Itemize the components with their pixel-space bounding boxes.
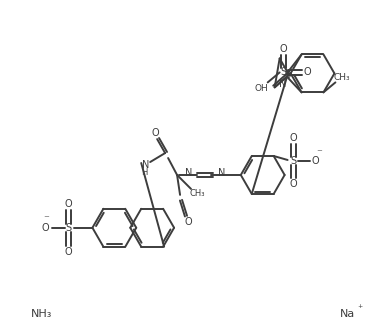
Text: O: O bbox=[290, 179, 298, 189]
Text: ⁻: ⁻ bbox=[44, 214, 49, 224]
Text: O: O bbox=[65, 199, 72, 209]
Text: ⁻: ⁻ bbox=[317, 148, 322, 158]
Text: O: O bbox=[304, 67, 311, 77]
Text: ⁺: ⁺ bbox=[357, 305, 363, 315]
Text: S: S bbox=[284, 70, 291, 80]
Text: N: N bbox=[279, 79, 286, 89]
Text: O: O bbox=[280, 44, 287, 54]
Text: O: O bbox=[184, 217, 192, 227]
Text: OH: OH bbox=[255, 84, 268, 93]
Text: N: N bbox=[218, 168, 225, 178]
Text: S: S bbox=[65, 223, 72, 233]
Text: H: H bbox=[141, 169, 147, 178]
Text: O: O bbox=[42, 223, 49, 233]
Text: CH₃: CH₃ bbox=[189, 189, 205, 198]
Text: CH₃: CH₃ bbox=[333, 73, 350, 82]
Text: O: O bbox=[151, 128, 159, 138]
Text: N: N bbox=[185, 168, 192, 178]
Text: Na: Na bbox=[339, 310, 355, 319]
Text: O: O bbox=[65, 247, 72, 257]
Text: O: O bbox=[290, 133, 298, 143]
Text: S: S bbox=[291, 156, 297, 166]
Text: NH₃: NH₃ bbox=[31, 310, 52, 319]
Text: S: S bbox=[280, 67, 287, 77]
Text: N: N bbox=[142, 160, 149, 170]
Text: O: O bbox=[312, 156, 319, 166]
